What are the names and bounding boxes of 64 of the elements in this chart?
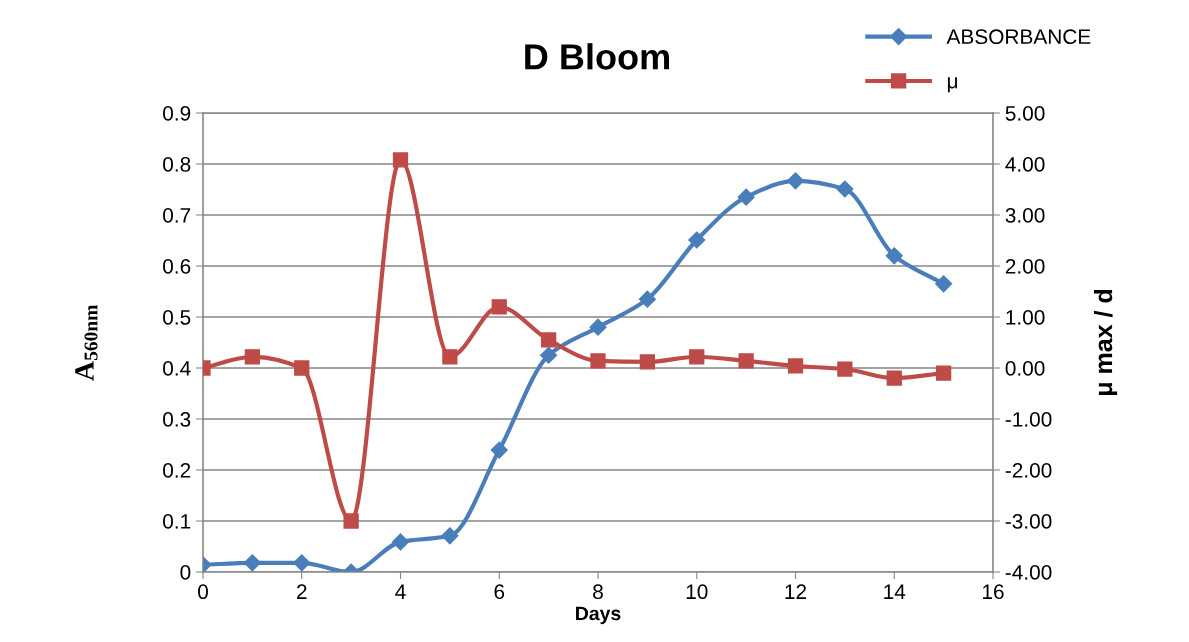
point — [689, 349, 705, 365]
point — [935, 275, 953, 293]
point — [343, 513, 359, 529]
point — [786, 172, 805, 190]
y-tick-label: 0.3 — [163, 412, 191, 427]
y2-tick-label: 4.00 — [1005, 157, 1045, 172]
point — [589, 318, 607, 336]
point — [391, 533, 410, 551]
y-axis-title: A$_{560nm}$ — [75, 304, 98, 381]
point — [294, 360, 310, 376]
y-tick-label: 0.8 — [163, 157, 191, 172]
y2-tick-label: 0.00 — [1005, 361, 1045, 376]
point — [441, 527, 459, 545]
point — [590, 353, 606, 369]
point — [392, 152, 409, 168]
x-tick-label: 4 — [395, 584, 406, 599]
point — [837, 361, 853, 377]
y2-tick-label: -3.00 — [1005, 514, 1052, 529]
x-tick-label: 2 — [297, 584, 307, 599]
point — [885, 247, 903, 265]
y2-tick-label: 3.00 — [1005, 208, 1045, 223]
point — [787, 358, 804, 374]
y2-tick-label: -1.00 — [1005, 412, 1052, 427]
y2-axis-title: μ max / d — [1093, 289, 1118, 395]
y-tick-label: 0.2 — [163, 463, 191, 478]
point — [442, 349, 458, 365]
point — [688, 231, 706, 249]
y-tick-label: 0.5 — [163, 310, 191, 325]
y2-tick-label: 5.00 — [1005, 106, 1045, 121]
y-tick-label: 0 — [180, 565, 191, 580]
x-axis-title: Days — [576, 606, 621, 625]
point — [293, 554, 311, 572]
y2-tick-label: 2.00 — [1005, 259, 1045, 274]
point — [737, 188, 755, 206]
y2-tick-label: -4.00 — [1005, 565, 1052, 580]
point — [540, 346, 558, 364]
x-tick-label: 12 — [785, 584, 807, 599]
chart-title: D Bloom — [525, 43, 669, 70]
point — [639, 354, 656, 370]
point — [540, 332, 557, 348]
legend-label: μ — [947, 77, 958, 93]
y2-tick-label: 1.00 — [1006, 310, 1045, 325]
y2-tick-label: -2.00 — [1005, 463, 1052, 478]
point — [886, 370, 902, 386]
point — [243, 554, 261, 572]
point — [491, 299, 507, 315]
y-tick-label: 0.7 — [163, 208, 191, 223]
x-tick-label: 0 — [198, 584, 208, 600]
point — [244, 349, 261, 365]
y-tick-label: 0.1 — [163, 514, 191, 529]
point — [738, 353, 754, 369]
x-tick-label: 16 — [983, 584, 1004, 600]
x-tick-label: 10 — [686, 584, 708, 600]
y-tick-label: 0.4 — [163, 361, 191, 376]
x-tick-label: 14 — [884, 584, 906, 599]
point — [935, 365, 952, 381]
x-tick-label: 8 — [593, 584, 603, 600]
point — [490, 441, 508, 459]
y-tick-label: 0.9 — [163, 106, 191, 121]
point — [836, 180, 854, 198]
point — [638, 290, 656, 308]
x-tick-label: 6 — [494, 584, 505, 600]
legend-label: ABSORBANCE — [946, 29, 1091, 45]
y-tick-label: 0.6 — [163, 259, 191, 274]
